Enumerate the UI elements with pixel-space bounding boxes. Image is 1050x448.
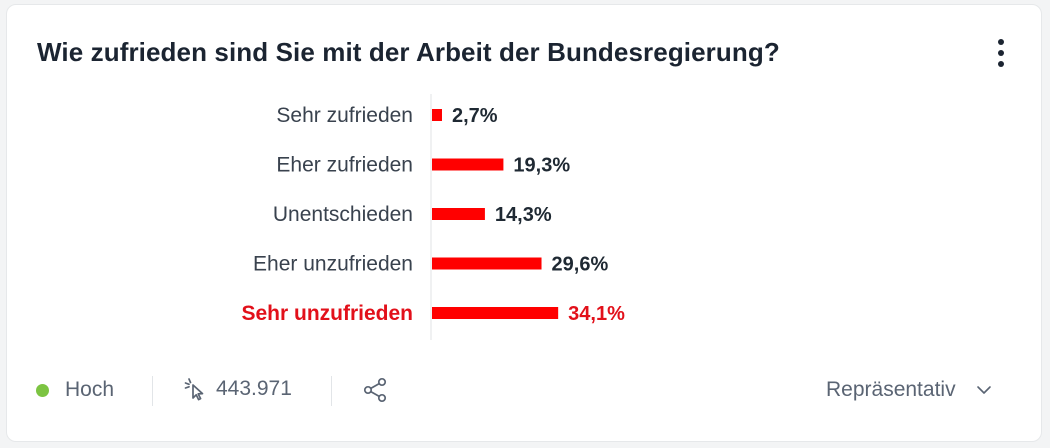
bar (432, 208, 485, 220)
votes-counter: 443.971 (184, 377, 292, 401)
category-label: Unentschieden (273, 203, 413, 226)
poll-card: Wie zufrieden sind Sie mit der Arbeit de… (6, 4, 1042, 442)
value-label: 14,3% (495, 204, 552, 226)
value-label: 29,6% (552, 254, 609, 276)
share-icon (363, 377, 387, 403)
share-button[interactable] (362, 377, 388, 403)
more-options-icon[interactable] (991, 37, 1011, 69)
value-label: 34,1% (568, 303, 625, 325)
status-dot-icon (36, 383, 49, 397)
category-label: Eher zufrieden (276, 154, 413, 177)
chevron-down-icon (976, 386, 991, 394)
bar (432, 158, 504, 171)
poll-title: Wie zufrieden sind Sie mit der Arbeit de… (37, 37, 780, 67)
votes-count: 443.971 (216, 377, 292, 400)
footer-divider (152, 376, 153, 406)
status-label: Hoch (65, 378, 115, 401)
bar (432, 109, 442, 121)
category-label: Sehr unzufrieden (241, 302, 413, 325)
sample-type-label: Repräsentativ (826, 378, 956, 401)
status-indicator: Hoch (36, 378, 114, 402)
bar (432, 257, 542, 270)
value-label: 19,3% (513, 155, 570, 177)
sample-type-dropdown[interactable]: Repräsentativ (826, 378, 992, 402)
cursor-click-icon (184, 378, 204, 401)
category-label: Eher unzufrieden (253, 253, 413, 276)
value-label: 2,7% (452, 105, 498, 127)
footer-divider (331, 376, 332, 406)
bar (432, 307, 559, 319)
category-label: Sehr zufrieden (276, 104, 413, 127)
